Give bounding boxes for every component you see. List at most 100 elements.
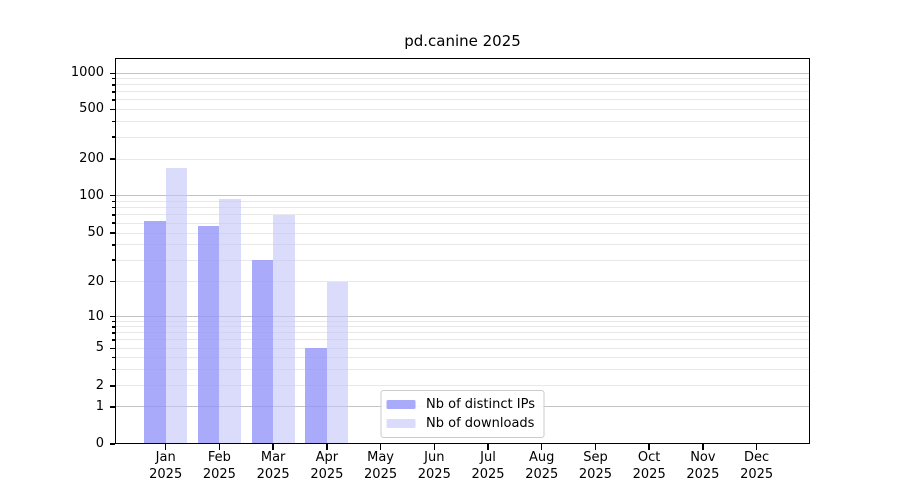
- minor-gridline-3: [115, 368, 810, 370]
- minor-gridline-90: [115, 200, 810, 202]
- y-tick-label-5: 5: [95, 340, 104, 356]
- major-gridline-1000: [115, 72, 810, 74]
- x-tick-apr: [326, 444, 328, 450]
- y-tick-label-10: 10: [87, 308, 104, 324]
- x-tick-label-feb: Feb 2025: [202, 450, 236, 482]
- minor-gridline-400: [115, 120, 810, 122]
- minor-gridline-7: [115, 332, 810, 334]
- x-tick-label-mar: Mar 2025: [256, 450, 290, 482]
- major-gridline-10: [115, 316, 810, 318]
- x-tick-label-apr: Apr 2025: [310, 450, 344, 482]
- y-minor-tick-8: [112, 326, 115, 328]
- minor-gridline-700: [115, 91, 810, 93]
- x-tick-label-may: May 2025: [364, 450, 398, 482]
- y-tick-5: [109, 347, 115, 349]
- x-tick-oct: [648, 444, 650, 450]
- y-minor-tick-900: [112, 78, 115, 80]
- y-tick-label-500: 500: [79, 101, 104, 117]
- minor-gridline-4: [115, 356, 810, 358]
- y-tick-label-100: 100: [79, 187, 104, 203]
- y-minor-tick-800: [112, 84, 115, 86]
- x-tick-may: [379, 444, 382, 450]
- x-tick-label-sep: Sep 2025: [578, 450, 612, 482]
- minor-gridline-60: [115, 222, 810, 224]
- y-tick-label-1000: 1000: [70, 65, 104, 81]
- y-minor-tick-30: [112, 259, 115, 261]
- y-tick-2: [109, 385, 115, 387]
- y-tick-200: [109, 158, 115, 160]
- x-tick-label-jan: Jan 2025: [149, 450, 183, 482]
- minor-gridline-70: [115, 214, 810, 216]
- legend-row-distinct-ips: Nb of distinct IPs: [386, 395, 535, 414]
- y-minor-tick-300: [112, 136, 115, 138]
- x-tick-dec: [755, 444, 758, 450]
- y-minor-tick-400: [112, 120, 115, 123]
- y-tick-100: [109, 194, 115, 197]
- minor-gridline-600: [115, 99, 810, 101]
- legend-label-distinct-ips: Nb of distinct IPs: [426, 397, 535, 412]
- y-minor-tick-3: [112, 368, 115, 370]
- y-minor-tick-4: [112, 356, 115, 359]
- x-tick-aug: [541, 444, 543, 450]
- x-tick-label-nov: Nov 2025: [686, 450, 720, 482]
- bar-downloads-apr: [326, 281, 349, 444]
- y-tick-label-200: 200: [79, 151, 104, 167]
- x-tick-feb: [218, 444, 221, 450]
- bar-distinct-ips-mar: [251, 260, 274, 444]
- y-tick-0: [109, 443, 115, 445]
- y-minor-tick-90: [112, 200, 115, 203]
- x-tick-jan: [165, 444, 167, 450]
- y-minor-tick-600: [112, 99, 115, 101]
- minor-gridline-9: [115, 321, 810, 322]
- bar-downloads-feb: [219, 199, 241, 444]
- bar-distinct-ips-jan: [144, 221, 166, 444]
- x-tick-label-oct: Oct 2025: [632, 450, 666, 482]
- legend-label-downloads: Nb of downloads: [426, 416, 535, 431]
- minor-gridline-8: [115, 326, 810, 328]
- minor-gridline-800: [115, 84, 810, 86]
- y-minor-tick-9: [112, 320, 115, 323]
- x-tick-jun: [433, 444, 435, 450]
- y-minor-tick-6: [112, 339, 115, 341]
- y-tick-label-0: 0: [95, 436, 104, 451]
- x-tick-sep: [594, 444, 597, 450]
- x-tick-label-aug: Aug 2025: [525, 450, 559, 482]
- bar-distinct-ips-apr: [305, 348, 327, 444]
- y-tick-20: [109, 280, 115, 283]
- y-tick-label-50: 50: [87, 225, 104, 240]
- minor-gridline-40: [115, 244, 810, 246]
- minor-gridline-50: [115, 232, 810, 234]
- y-tick-50: [109, 232, 115, 234]
- minor-gridline-30: [115, 259, 810, 261]
- y-minor-tick-7: [112, 332, 115, 334]
- y-minor-tick-60: [112, 222, 115, 224]
- legend-swatch-distinct-ips: [386, 400, 416, 409]
- y-minor-tick-40: [112, 244, 115, 246]
- x-tick-jul: [487, 444, 489, 450]
- minor-gridline-500: [115, 108, 810, 110]
- bar-distinct-ips-feb: [197, 225, 220, 444]
- legend-row-downloads: Nb of downloads: [386, 414, 535, 433]
- y-tick-1000: [109, 72, 115, 74]
- bar-downloads-jan: [165, 167, 188, 444]
- minor-gridline-900: [115, 78, 810, 80]
- x-tick-label-dec: Dec 2025: [740, 450, 774, 482]
- minor-gridline-5: [115, 347, 810, 349]
- minor-gridline-6: [115, 339, 810, 341]
- bar-downloads-mar: [273, 214, 295, 444]
- y-tick-label-1: 1: [95, 398, 104, 414]
- legend: Nb of distinct IPs Nb of downloads: [380, 390, 545, 438]
- y-minor-tick-700: [112, 91, 115, 93]
- x-tick-label-jul: Jul 2025: [471, 450, 505, 482]
- chart-title: pd.canine 2025: [404, 32, 521, 50]
- minor-gridline-200: [115, 158, 810, 160]
- minor-gridline-300: [115, 136, 810, 138]
- y-minor-tick-70: [112, 214, 115, 216]
- y-tick-500: [109, 108, 115, 110]
- major-gridline-100: [115, 195, 810, 197]
- y-tick-label-2: 2: [95, 377, 104, 393]
- y-tick-label-20: 20: [87, 273, 104, 289]
- minor-gridline-80: [115, 207, 810, 209]
- minor-gridline-20: [115, 281, 810, 283]
